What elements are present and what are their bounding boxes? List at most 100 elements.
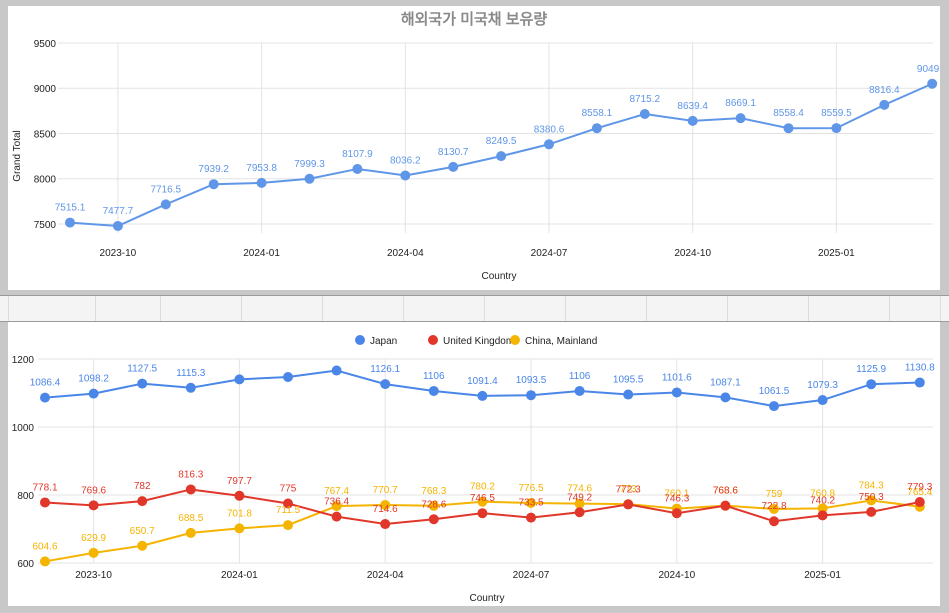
data-label: 746.5 xyxy=(470,493,495,504)
sheet-grid-strip xyxy=(0,295,949,322)
data-label: 736.4 xyxy=(324,497,349,508)
data-point xyxy=(866,379,877,390)
data-point xyxy=(671,508,682,519)
x-tick-label: 2024-04 xyxy=(387,248,424,259)
data-label: 1106 xyxy=(569,371,591,382)
data-label: 629.9 xyxy=(81,533,106,544)
x-tick-label: 2024-07 xyxy=(531,248,568,259)
data-point xyxy=(623,499,634,510)
data-point xyxy=(283,498,293,509)
y-axis-title: Grand Total xyxy=(12,130,23,182)
data-label: 1095.5 xyxy=(613,375,644,386)
data-label: 688.5 xyxy=(178,513,203,524)
data-label: 8559.5 xyxy=(821,108,852,119)
data-label: 750.3 xyxy=(859,492,884,503)
data-point xyxy=(380,499,391,510)
data-label: 7515.1 xyxy=(55,203,86,214)
data-label: 1101.6 xyxy=(662,372,692,383)
data-point xyxy=(783,123,794,134)
data-label: 760.8 xyxy=(810,488,835,499)
data-label: 7716.5 xyxy=(151,184,182,195)
data-label: 770.7 xyxy=(373,485,398,496)
data-point xyxy=(769,516,779,527)
sheet-gridline xyxy=(565,296,566,321)
data-label: 7953.8 xyxy=(246,163,277,174)
data-label: 7999.3 xyxy=(294,159,325,170)
data-label: 782 xyxy=(134,481,151,492)
data-point xyxy=(352,163,363,174)
data-point xyxy=(720,392,731,403)
data-point xyxy=(831,123,842,134)
data-label: 7939.2 xyxy=(198,164,229,175)
data-point xyxy=(234,490,245,501)
data-label: 740.2 xyxy=(810,495,835,506)
data-label: 775 xyxy=(280,484,297,495)
y-tick-label: 1000 xyxy=(12,423,35,434)
y-tick-label: 800 xyxy=(17,491,34,502)
data-point xyxy=(769,401,779,412)
data-label: 768.6 xyxy=(713,486,738,497)
data-label: 1126.1 xyxy=(370,364,400,375)
legend-entry: United Kingdom xyxy=(443,336,514,347)
grand-total-line-chart: 해외국가 미국채 보유량 Grand Total Country 7500 800… xyxy=(12,10,940,282)
data-label: 780.2 xyxy=(470,482,495,493)
y-tick-label: 9500 xyxy=(34,39,57,50)
data-point xyxy=(817,510,828,521)
data-label: 8130.7 xyxy=(438,147,469,158)
data-label: 604.6 xyxy=(32,541,57,552)
x-axis-title: Country xyxy=(481,271,516,282)
data-label: 779.3 xyxy=(907,482,932,493)
axis-ticks: 600 800 1000 1200 2023-10 2024-01 2024-04 2024-… xyxy=(12,355,842,581)
data-point xyxy=(477,390,488,401)
data-label: 8380.6 xyxy=(534,124,565,135)
data-label: 760.1 xyxy=(664,489,689,500)
y-tick-label: 600 xyxy=(17,559,34,570)
data-label: 1093.5 xyxy=(516,375,547,386)
data-label: 765.4 xyxy=(907,487,932,498)
data-point xyxy=(234,374,245,385)
data-label: 714.6 xyxy=(373,504,398,515)
legend-marker xyxy=(510,335,520,345)
data-point xyxy=(769,503,779,514)
y-tick-label: 8000 xyxy=(34,175,57,186)
country-line-chart: Japan United Kingdom China, Mainland Count… xyxy=(12,335,935,604)
data-point xyxy=(526,497,536,508)
sheet-gridline xyxy=(889,296,890,321)
y-tick-label: 9000 xyxy=(34,84,57,95)
data-point xyxy=(735,113,746,124)
data-label: 1127.5 xyxy=(127,364,157,375)
sheet-gridline xyxy=(484,296,485,321)
data-point xyxy=(623,389,634,400)
data-label: 8639.4 xyxy=(677,101,708,112)
data-label: 816.3 xyxy=(178,469,203,480)
data-point xyxy=(428,500,439,511)
sheet-gridline xyxy=(940,296,941,321)
data-point xyxy=(400,170,411,181)
data-point xyxy=(526,512,536,523)
grand-total-chart-panel: 해외국가 미국채 보유량 Grand Total Country 7500 800… xyxy=(8,6,940,290)
sheet-gridline xyxy=(241,296,242,321)
data-point xyxy=(720,500,731,511)
data-point xyxy=(927,78,938,89)
x-tick-label: 2024-10 xyxy=(674,248,711,259)
data-label: 8715.2 xyxy=(630,94,661,105)
data-point xyxy=(496,151,507,162)
data-point xyxy=(88,500,99,511)
data-label: 772.3 xyxy=(616,484,641,495)
data-point xyxy=(283,372,293,383)
data-point xyxy=(574,498,585,509)
legend-marker xyxy=(355,335,365,345)
data-label: 722.8 xyxy=(761,501,786,512)
y-tick-label: 8500 xyxy=(34,129,57,140)
data-label: 8669.1 xyxy=(725,98,756,109)
data-point xyxy=(331,365,342,376)
data-point xyxy=(112,220,123,231)
data-label: 701.8 xyxy=(227,508,252,519)
data-point xyxy=(574,507,585,518)
data-point xyxy=(448,161,459,172)
data-label: 797.7 xyxy=(227,476,252,487)
data-point xyxy=(591,123,602,134)
data-point xyxy=(544,139,554,150)
data-label: 9049.5 xyxy=(917,64,940,75)
sheet-gridline xyxy=(95,296,96,321)
